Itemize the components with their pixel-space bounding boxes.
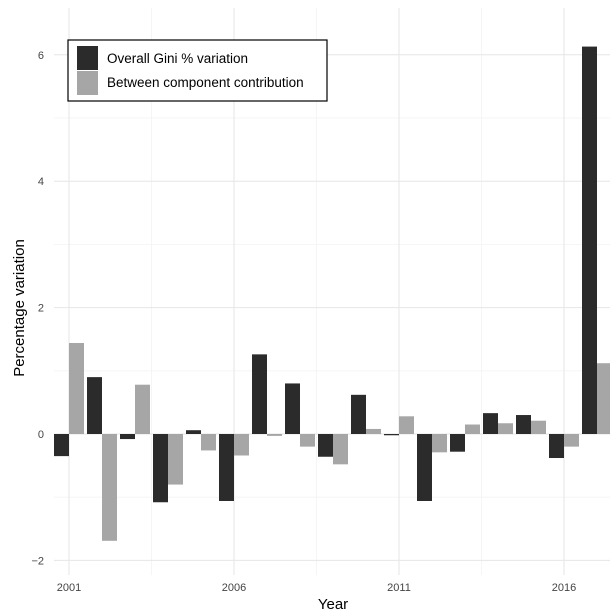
bar-series-2-2015 xyxy=(531,420,546,434)
bars xyxy=(54,46,610,541)
x-tick-label: 2006 xyxy=(222,582,246,594)
bar-series-2-2012 xyxy=(432,434,447,453)
legend-swatch-series-1 xyxy=(77,46,98,70)
bar-series-2-2013 xyxy=(465,424,480,434)
bar-series-2-2011 xyxy=(399,416,414,434)
bar-series-2-2006 xyxy=(234,434,249,456)
bar-series-2-2001 xyxy=(69,342,84,434)
x-axis-title: Year xyxy=(318,596,348,613)
bar-series-2-2016 xyxy=(564,434,579,447)
bar-series-2-2005 xyxy=(201,434,216,451)
bar-series-2-2008 xyxy=(300,434,315,447)
bar-series-1-2013 xyxy=(450,434,465,452)
x-tick-label: 2011 xyxy=(387,582,411,594)
bar-series-2-2002 xyxy=(102,434,117,541)
legend-label-series-2: Between component contribution xyxy=(107,75,304,90)
bar-series-1-2010 xyxy=(351,394,366,434)
bar-series-2-2004 xyxy=(168,434,183,485)
y-axis-ticks: −2 0 2 4 6 xyxy=(31,50,44,568)
bar-series-1-2006 xyxy=(219,434,234,501)
legend-swatch-series-2 xyxy=(77,71,98,95)
bar-series-1-2004 xyxy=(153,434,168,503)
bar-series-1-2015 xyxy=(516,415,531,434)
bar-series-2-2003 xyxy=(135,384,150,434)
y-tick-label: 0 xyxy=(38,429,44,441)
bar-series-2-2017 xyxy=(597,363,610,434)
x-tick-label: 2016 xyxy=(552,582,576,594)
bar-series-1-2012 xyxy=(417,434,432,501)
legend-box xyxy=(67,39,328,102)
bar-series-1-2007 xyxy=(252,354,267,434)
bar-series-1-2016 xyxy=(549,434,564,459)
legend: Overall Gini % variation Between compone… xyxy=(67,39,328,102)
y-tick-label: 2 xyxy=(38,303,44,315)
bar-series-2-2009 xyxy=(333,434,348,465)
x-tick-label: 2001 xyxy=(57,582,81,594)
bar-series-1-2008 xyxy=(285,383,300,434)
y-tick-label: −2 xyxy=(31,555,44,567)
bar-series-2-2010 xyxy=(366,428,381,434)
y-tick-label: 6 xyxy=(38,50,44,62)
bar-series-1-2005 xyxy=(186,430,201,434)
bar-series-1-2003 xyxy=(120,434,135,440)
bar-series-1-2014 xyxy=(483,413,498,434)
legend-label-series-1: Overall Gini % variation xyxy=(107,51,248,66)
bar-series-1-2017 xyxy=(582,46,597,435)
bar-series-2-2014 xyxy=(498,423,513,434)
y-axis-title: Percentage variation xyxy=(11,239,28,377)
bar-series-1-2002 xyxy=(87,377,102,434)
bar-series-1-2011 xyxy=(384,434,399,436)
x-axis-ticks: 2001 2006 2011 2016 xyxy=(57,582,576,594)
bar-series-2-2007 xyxy=(267,434,282,436)
y-tick-label: 4 xyxy=(38,176,44,188)
bar-series-1-2001 xyxy=(54,434,69,457)
bar-series-1-2009 xyxy=(318,434,333,457)
